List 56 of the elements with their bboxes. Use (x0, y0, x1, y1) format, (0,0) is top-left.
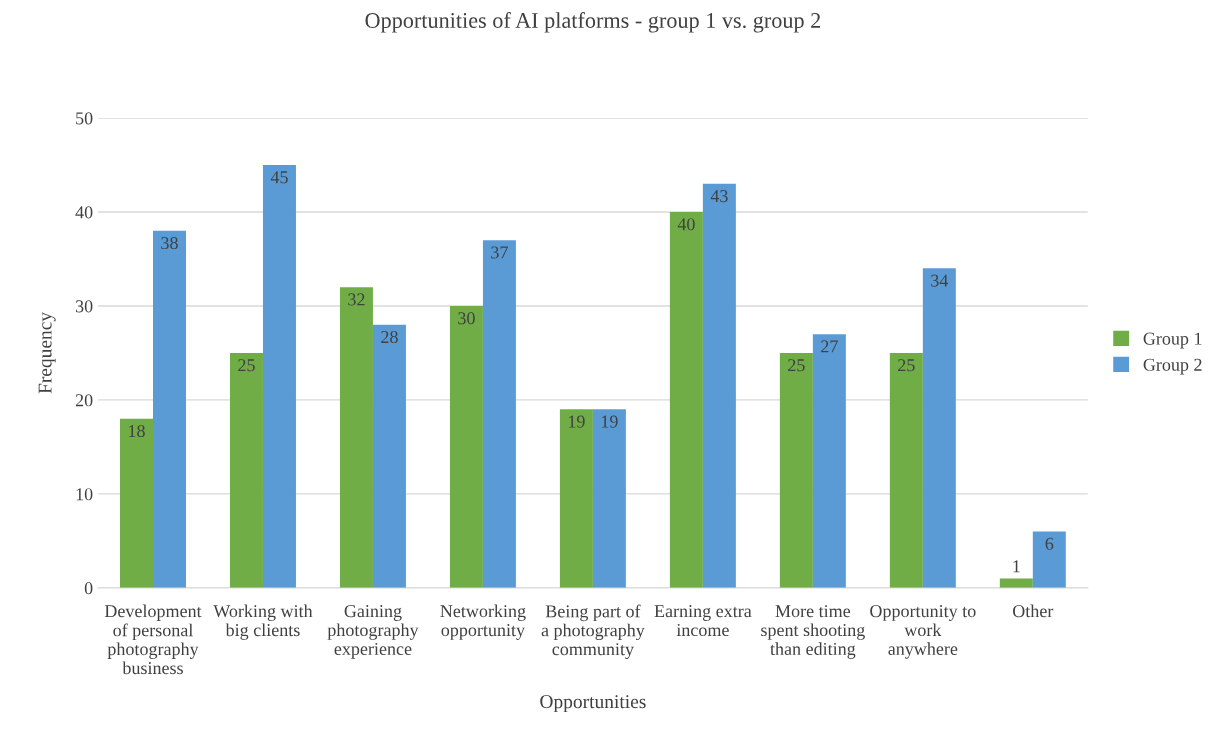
x-tick-label: Development of personal photography business (104, 604, 202, 675)
data-label: 27 (821, 340, 838, 353)
x-tick-label: More time spent shooting than editing (761, 605, 865, 659)
bar (922, 268, 956, 588)
bar (779, 352, 813, 588)
data-label: 37 (491, 246, 508, 259)
data-label: 32 (348, 293, 365, 306)
data-label: 19 (568, 415, 585, 428)
bar (559, 409, 593, 588)
bar (999, 578, 1033, 588)
bar (482, 240, 516, 588)
y-tick-label: 40 (75, 206, 93, 219)
bar (120, 418, 153, 588)
data-label: 6 (1045, 537, 1054, 550)
x-tick-label: Working with big clients (213, 604, 313, 640)
bar (372, 324, 406, 588)
x-tick-label: Opportunity to work anywhere (870, 605, 976, 659)
bar (152, 230, 186, 588)
data-label: 25 (238, 359, 255, 372)
legend-label: Group 1 (1143, 332, 1202, 349)
x-tick-label: Earning extra income (654, 605, 752, 637)
bar (812, 334, 846, 588)
bar (449, 305, 483, 588)
bar (262, 165, 296, 588)
bar (229, 352, 263, 588)
x-tick-label: Gaining photography experience (327, 605, 419, 659)
bar (702, 183, 736, 588)
data-label: 25 (898, 359, 915, 372)
data-label: 30 (458, 312, 475, 325)
bar (1032, 531, 1066, 588)
x-tick-label: Other (1013, 604, 1054, 618)
bar (592, 409, 626, 588)
legend-label: Group 2 (1143, 358, 1202, 375)
y-tick-label: 30 (75, 300, 93, 313)
y-tick-label: 50 (76, 112, 93, 125)
y-axis-title: Frequency (38, 311, 56, 394)
bar (669, 211, 703, 588)
data-label: 28 (381, 330, 398, 344)
data-label: 45 (270, 171, 288, 184)
chart-title: Opportunities of AI platforms - group 1 vs. group 2 (365, 12, 821, 33)
data-label: 40 (677, 218, 695, 231)
x-tick-label: Being part of a photography community (541, 604, 645, 659)
x-tick-label: Networking opportunity (440, 604, 526, 640)
data-label: 18 (129, 424, 145, 438)
bar (889, 352, 923, 588)
y-tick-label: 20 (75, 394, 93, 407)
x-axis-title: Opportunities (540, 695, 646, 713)
data-label: 38 (161, 236, 178, 250)
data-label: 19 (601, 415, 618, 428)
y-tick-label: 10 (76, 488, 93, 501)
data-label: 34 (931, 274, 949, 287)
bar (339, 287, 373, 588)
data-label: 1 (1013, 560, 1020, 573)
y-tick-label: 0 (84, 582, 93, 595)
data-label: 25 (788, 359, 805, 372)
data-label: 43 (710, 190, 728, 203)
